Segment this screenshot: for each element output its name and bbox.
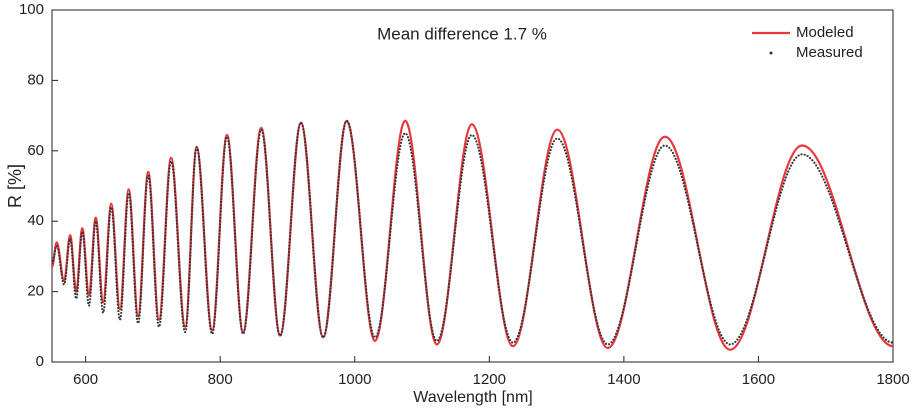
x-tick-label: 1600 [742,371,775,388]
x-tick-label: 800 [208,371,233,388]
measured-dots [52,119,893,346]
annotation: Mean difference 1.7 % [377,24,547,43]
y-tick-label: 40 [27,212,44,229]
modeled-line [52,119,893,351]
y-tick-label: 100 [19,1,44,18]
x-axis-label: Wavelength [nm] [413,389,532,406]
legend-label: Modeled [796,24,854,41]
x-tick-label: 1000 [338,371,371,388]
x-tick-label: 1800 [876,371,909,388]
y-tick-label: 60 [27,142,44,159]
x-tick-label: 1400 [607,371,640,388]
legend-marker [769,51,773,55]
x-tick-label: 600 [73,371,98,388]
y-tick-label: 20 [27,283,44,300]
y-tick-label: 80 [27,71,44,88]
legend-label: Measured [796,44,863,61]
plot-frame [51,9,894,363]
y-tick-label: 0 [36,353,44,370]
x-tick-label: 1200 [473,371,506,388]
y-axis-label: R [%] [5,164,25,208]
